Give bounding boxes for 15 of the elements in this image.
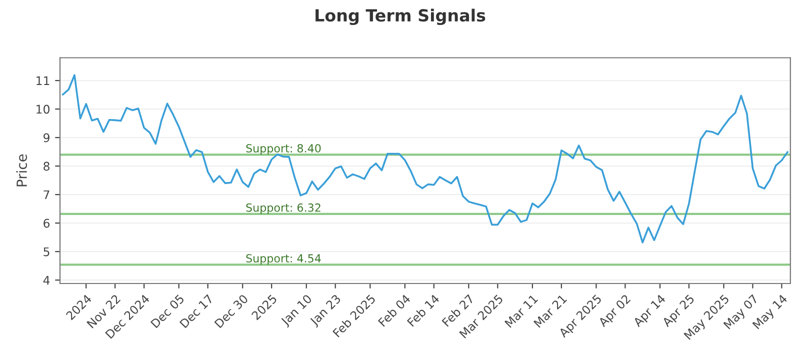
- ref-line-label: Support: 4.54: [246, 254, 321, 265]
- y-tick-label: 5: [44, 247, 50, 256]
- y-tick-label: 7: [44, 190, 50, 200]
- line-series: [62, 74, 788, 244]
- chart-title: Long Term Signals: [316, 8, 486, 26]
- y-tick-label: 4: [43, 276, 50, 285]
- y-tick-label: 6: [44, 218, 50, 228]
- y-tick-label: 10: [36, 104, 50, 114]
- y-tick-label: 9: [44, 133, 50, 142]
- ref-line-label: Support: 6.32: [246, 203, 320, 214]
- ref-line-label: Support: 8.40: [246, 144, 321, 155]
- y-axis-title: Price: [16, 154, 28, 186]
- y-tick-label: 8: [44, 162, 50, 171]
- y-tick-label: 11: [36, 76, 50, 86]
- x-tick-label: Dec 30: [214, 294, 249, 328]
